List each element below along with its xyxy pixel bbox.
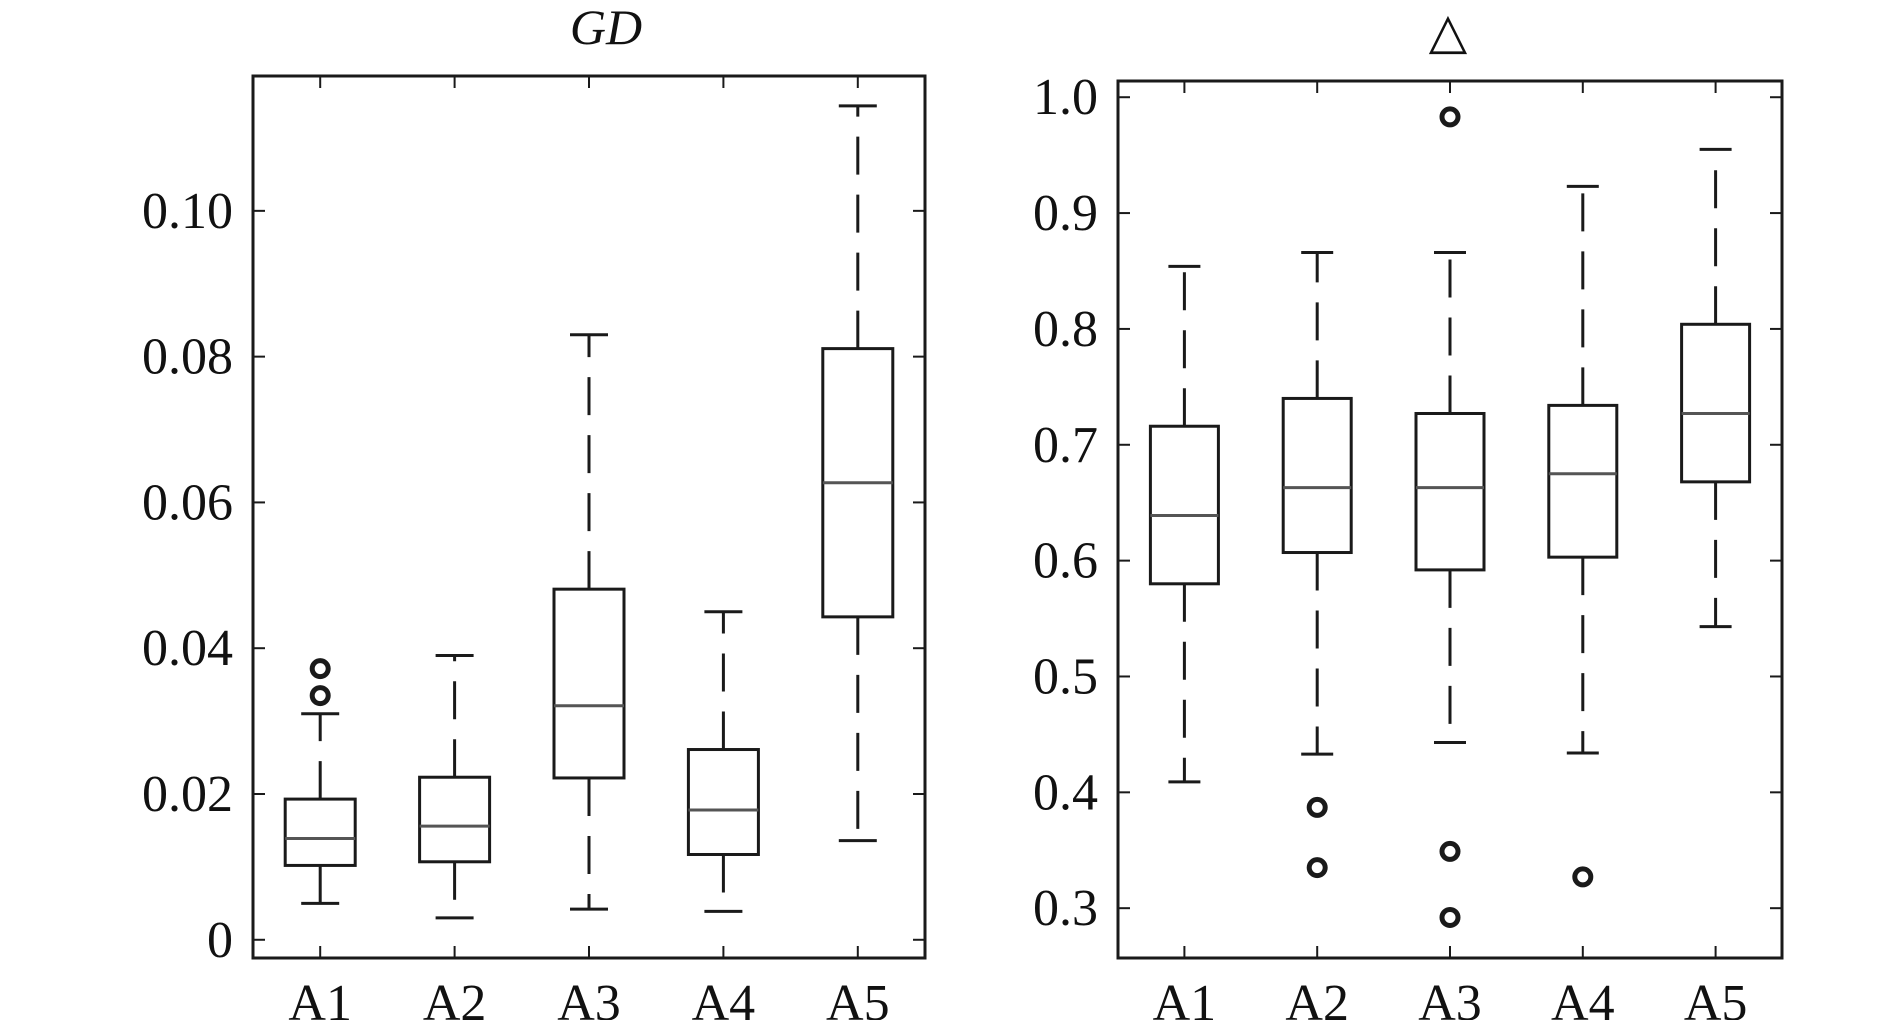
delta-a2-outlier: [1306, 857, 1328, 879]
delta-ytick-label: 0.7: [1033, 417, 1098, 474]
delta-ytick-label: 0.9: [1033, 185, 1098, 242]
delta-a1-box: [1148, 424, 1220, 586]
delta-a3-outlier: [1439, 840, 1461, 862]
gd-a2-box: [418, 775, 492, 864]
delta-xtick-label: A5: [1684, 975, 1748, 1020]
gd-a4-box: [686, 748, 760, 856]
delta-a5-box: [1680, 322, 1752, 484]
gd-panel-title: GD: [570, 0, 642, 55]
delta-panel: △ 0.3 0.4 0.5 0.6 0.7 0.8 0.9 1.0 A1 A2 A3 A4 A5: [1033, 3, 1784, 1020]
gd-a1-outlier: [309, 658, 331, 680]
delta-a4-box: [1547, 403, 1619, 559]
gd-ytick-label: 0: [207, 912, 233, 969]
delta-ytick-label: 0.3: [1033, 880, 1098, 937]
gd-ytick-label: 0.10: [142, 183, 233, 240]
delta-ytick-label: 0.5: [1033, 648, 1098, 705]
gd-xtick-label: A2: [423, 975, 487, 1020]
gd-xtick-label: A4: [692, 975, 756, 1020]
gd-xtick-label: A5: [826, 975, 890, 1020]
delta-ytick-label: 0.8: [1033, 301, 1098, 358]
gd-ytick-label: 0.06: [142, 474, 233, 531]
delta-ytick-label: 0.6: [1033, 533, 1098, 590]
gd-a3-box: [552, 587, 626, 780]
gd-panel: GD 0 0.02 0.04 0.06 0.08 0.10 A1 A2 A3 A4 A5: [142, 0, 927, 1020]
delta-xtick-label: A2: [1285, 975, 1349, 1020]
gd-a1-box: [283, 797, 357, 867]
delta-ytick-label: 0.4: [1033, 764, 1098, 821]
delta-ytick-label: 1.0: [1033, 69, 1098, 126]
delta-a4-outlier: [1572, 866, 1594, 888]
delta-a2-outlier: [1306, 796, 1328, 818]
gd-ytick-label: 0.04: [142, 620, 233, 677]
delta-a3-outlier: [1439, 906, 1461, 928]
delta-xtick-label: A4: [1551, 975, 1615, 1020]
delta-a3-box: [1414, 411, 1486, 572]
delta-a2-box: [1281, 396, 1353, 555]
delta-xtick-label: A3: [1418, 975, 1482, 1020]
gd-xtick-label: A3: [557, 975, 621, 1020]
gd-a1-outlier: [309, 685, 331, 707]
delta-panel-title: △: [1429, 3, 1468, 59]
gd-xtick-label: A1: [288, 975, 352, 1020]
delta-xtick-label: A1: [1153, 975, 1217, 1020]
gd-ytick-label: 0.02: [142, 766, 233, 823]
gd-ytick-label: 0.08: [142, 329, 233, 386]
delta-a3-outlier: [1439, 106, 1461, 128]
